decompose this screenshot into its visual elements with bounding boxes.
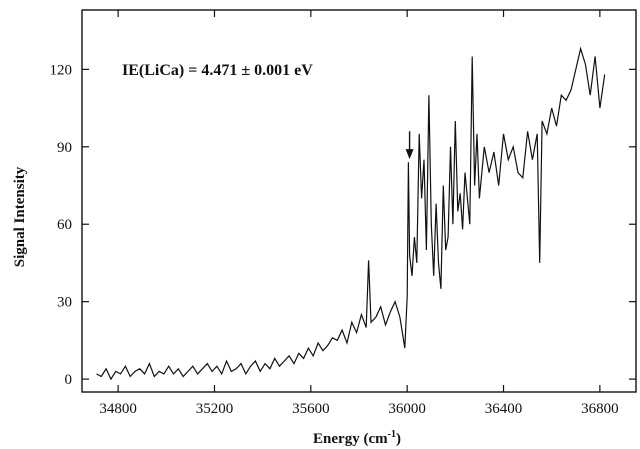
x-tick-label: 34800 [99, 401, 137, 417]
y-tick-label: 120 [50, 62, 73, 78]
threshold-arrow-marker [405, 131, 414, 160]
arrow-head [405, 149, 414, 160]
y-tick-label: 90 [57, 140, 72, 156]
y-axis-title: Signal Intensity [12, 166, 28, 267]
x-tick-labels: 34800 35200 35600 36000 36400 36800 [99, 401, 618, 417]
x-axis-title: Energy (cm-1) [313, 429, 401, 447]
ie-annotation: IE(LiCa) = 4.471 ± 0.001 eV [122, 62, 313, 79]
x-tick-label: 36800 [581, 401, 619, 417]
y-tick-label: 60 [57, 217, 72, 233]
y-tick-labels: 0 30 60 90 120 [50, 62, 73, 388]
axis-ticks [82, 10, 636, 392]
y-tick-label: 0 [65, 372, 73, 388]
x-tick-label: 35200 [196, 401, 234, 417]
x-axis-title-close: ) [396, 431, 401, 447]
x-tick-label: 36400 [485, 401, 523, 417]
plot-frame [81, 9, 637, 393]
x-tick-label: 36000 [388, 401, 426, 417]
x-axis-title-sup: -1 [388, 429, 396, 440]
plot-border [81, 9, 637, 393]
x-axis-title-main: Energy (cm [313, 431, 388, 447]
y-tick-label: 30 [57, 295, 72, 311]
x-tick-label: 35600 [292, 401, 330, 417]
signal-series-line [96, 46, 606, 381]
